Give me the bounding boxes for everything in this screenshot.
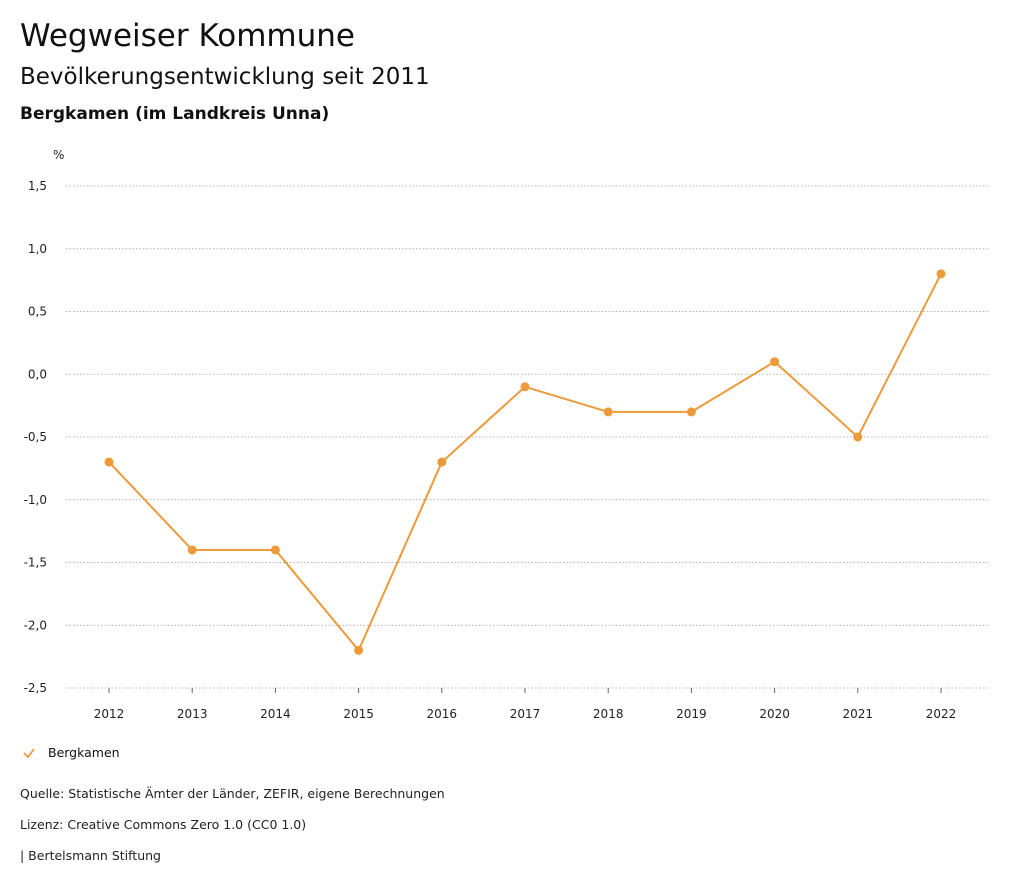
y-tick-label: -1,0 [24, 493, 47, 507]
y-tick-label: 0,5 [28, 305, 47, 319]
publisher-note: | Bertelsmann Stiftung [20, 848, 161, 863]
y-tick-label: -2,0 [24, 618, 47, 632]
data-point[interactable] [936, 269, 946, 279]
x-tick-label: 2012 [94, 707, 125, 721]
data-point[interactable] [853, 432, 863, 442]
x-tick-label: 2019 [676, 707, 707, 721]
series-bergkamen [104, 269, 946, 655]
legend[interactable]: Bergkamen [22, 745, 120, 760]
line-chart: % 1,51,00,50,0-0,5-1,0-1,5-2,0-2,5 2012 2… [24, 148, 990, 721]
check-icon [23, 747, 35, 758]
x-tick-label: 2016 [427, 707, 458, 721]
data-point[interactable] [437, 457, 447, 467]
source-note: Quelle: Statistische Ämter der Länder, Z… [20, 786, 445, 801]
data-point[interactable] [603, 407, 613, 417]
x-tick-label: 2021 [843, 707, 874, 721]
region-label: Bergkamen (im Landkreis Unna) [20, 104, 330, 124]
data-point[interactable] [354, 645, 364, 655]
x-tick-label: 2013 [177, 707, 208, 721]
y-tick-label: -2,5 [24, 681, 47, 695]
chart-subtitle: Bevölkerungsentwicklung seit 2011 [20, 64, 430, 90]
data-point[interactable] [270, 545, 280, 555]
y-tick-label: 1,5 [28, 179, 47, 193]
y-tick-label: -1,5 [24, 556, 47, 570]
data-point[interactable] [520, 382, 530, 392]
grid-lines [66, 185, 990, 689]
y-tick-label: 1,0 [28, 242, 47, 256]
y-tick-label: 0,0 [28, 367, 47, 381]
y-tick-label: -0,5 [24, 430, 47, 444]
series-line [108, 273, 942, 652]
x-tick-label: 2018 [593, 707, 624, 721]
x-tick-label: 2020 [759, 707, 790, 721]
x-tick-label: 2022 [926, 707, 957, 721]
x-tick-label: 2017 [510, 707, 541, 721]
x-tick-label: 2015 [343, 707, 374, 721]
x-axis: 2012 2013 2014 2015 2016 2017 2018 2019 2020 2021… [94, 688, 957, 721]
license-note: Lizenz: Creative Commons Zero 1.0 (CC0 1… [20, 817, 307, 832]
y-axis-ticks: 1,5 1,0 0,5 0,0 -0,5 -1,0 -1,5 -2,0 -2,5 [24, 179, 47, 695]
x-tick-label: 2014 [260, 707, 291, 721]
data-point[interactable] [187, 545, 197, 555]
data-point[interactable] [104, 457, 114, 467]
legend-label: Bergkamen [48, 745, 120, 760]
y-axis-unit-label: % [53, 148, 64, 162]
data-point[interactable] [770, 357, 780, 367]
data-point[interactable] [686, 407, 696, 417]
page-title: Wegweiser Kommune [20, 18, 355, 54]
